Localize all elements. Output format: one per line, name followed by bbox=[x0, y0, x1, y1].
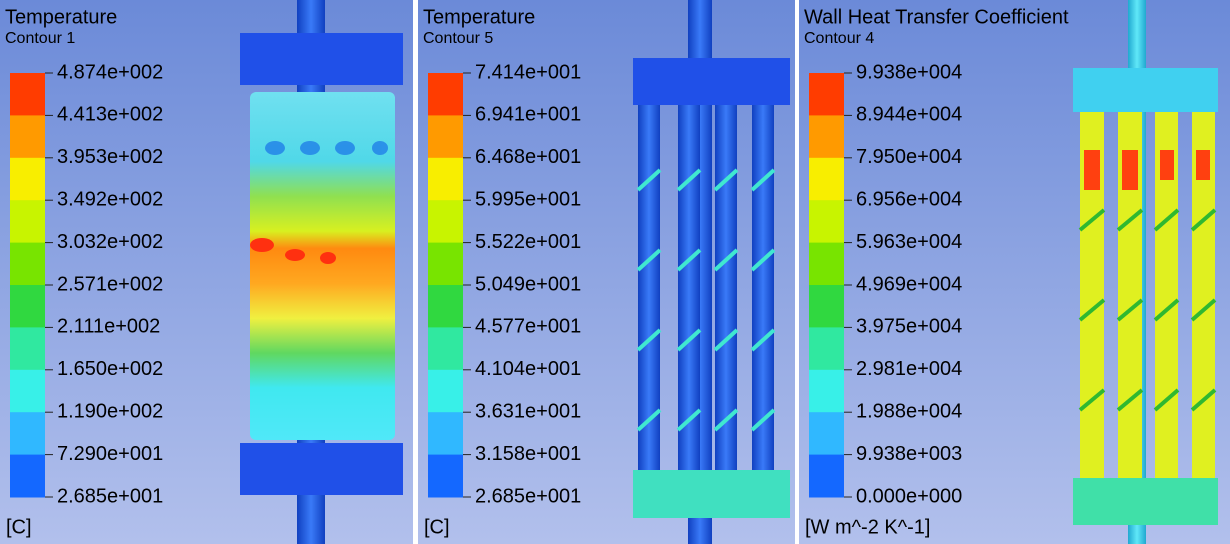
level-label: 2.685e+001 bbox=[57, 485, 163, 507]
colorbar-band bbox=[809, 412, 844, 456]
colorbar-band bbox=[428, 242, 463, 286]
colorbar-band bbox=[10, 200, 45, 244]
level-label: 6.941e+001 bbox=[475, 104, 581, 126]
level-label: 2.571e+002 bbox=[57, 273, 163, 295]
geometry-3 bbox=[1073, 0, 1218, 544]
level-label: 1.650e+002 bbox=[57, 358, 163, 380]
level-label: 1.190e+002 bbox=[57, 400, 163, 422]
geometry-1 bbox=[240, 0, 403, 544]
geometry-2 bbox=[633, 0, 790, 544]
level-label: 4.577e+001 bbox=[475, 316, 581, 338]
level-label: 3.158e+001 bbox=[475, 443, 581, 465]
colorbar-band bbox=[10, 285, 45, 328]
colorbar-band bbox=[10, 412, 45, 456]
colorbar-band bbox=[809, 285, 844, 328]
colorbar-band bbox=[428, 115, 463, 159]
level-label: 4.413e+002 bbox=[57, 104, 163, 126]
level-label: 2.111e+002 bbox=[57, 316, 160, 338]
colorbar-band bbox=[10, 73, 45, 116]
level-label: 6.956e+004 bbox=[856, 188, 962, 210]
colorbar-band bbox=[10, 115, 45, 159]
colorbar-band bbox=[809, 73, 844, 116]
level-label: 9.938e+003 bbox=[856, 443, 962, 465]
level-label: 4.874e+002 bbox=[57, 61, 163, 83]
unit-label: [C] bbox=[6, 516, 32, 538]
level-label: 2.981e+004 bbox=[856, 358, 962, 380]
colorbar-band bbox=[809, 369, 844, 413]
colorbar-band bbox=[10, 327, 45, 371]
level-label: 3.975e+004 bbox=[856, 316, 962, 338]
panel-subtitle: Contour 4 bbox=[804, 30, 874, 47]
level-label: 9.938e+004 bbox=[856, 61, 962, 83]
panel-title: Wall Heat Transfer Coefficient bbox=[804, 6, 1069, 28]
level-label: 3.953e+002 bbox=[57, 146, 163, 168]
colorbar-band bbox=[809, 327, 844, 371]
level-label: 8.944e+004 bbox=[856, 104, 962, 126]
colorbar-band bbox=[428, 327, 463, 371]
level-label: 7.950e+004 bbox=[856, 146, 962, 168]
panel-subtitle: Contour 1 bbox=[5, 30, 75, 47]
level-label: 1.988e+004 bbox=[856, 400, 962, 422]
level-label: 5.995e+001 bbox=[475, 188, 581, 210]
level-label: 7.414e+001 bbox=[475, 61, 581, 83]
colorbar-band bbox=[809, 200, 844, 244]
colorbar-band bbox=[10, 454, 45, 498]
panel-title: Temperature bbox=[423, 6, 535, 28]
colorbar-band bbox=[428, 285, 463, 328]
colorbar-band bbox=[428, 412, 463, 456]
level-label: 7.290e+001 bbox=[57, 443, 163, 465]
level-label: 4.969e+004 bbox=[856, 273, 962, 295]
colorbar-band bbox=[10, 369, 45, 413]
level-label: 2.685e+001 bbox=[475, 485, 581, 507]
level-label: 4.104e+001 bbox=[475, 358, 581, 380]
colorbar-band bbox=[10, 157, 45, 201]
panel-title: Temperature bbox=[5, 6, 117, 28]
colorbar-band bbox=[809, 115, 844, 159]
colorbar-band bbox=[428, 454, 463, 498]
level-label: 6.468e+001 bbox=[475, 146, 581, 168]
level-label: 5.963e+004 bbox=[856, 231, 962, 253]
colorbar-band bbox=[809, 242, 844, 286]
colorbar-band bbox=[428, 200, 463, 244]
level-label: 5.049e+001 bbox=[475, 273, 581, 295]
level-label: 3.032e+002 bbox=[57, 231, 163, 253]
unit-label: [W m^-2 K^-1] bbox=[805, 516, 930, 538]
colorbar-band bbox=[809, 157, 844, 201]
level-label: 3.631e+001 bbox=[475, 400, 581, 422]
unit-label: [C] bbox=[424, 516, 450, 538]
level-label: 5.522e+001 bbox=[475, 231, 581, 253]
colorbar-band bbox=[428, 73, 463, 116]
level-label: 3.492e+002 bbox=[57, 188, 163, 210]
panel-subtitle: Contour 5 bbox=[423, 30, 493, 47]
colorbar-band bbox=[428, 157, 463, 201]
colorbar-band bbox=[809, 454, 844, 498]
colorbar-band bbox=[428, 369, 463, 413]
labels: Temperature Contour 1 4.874e+002 4.413e+002… bbox=[5, 6, 1069, 538]
colorbar-band bbox=[10, 242, 45, 286]
level-label: 0.000e+000 bbox=[856, 485, 962, 507]
